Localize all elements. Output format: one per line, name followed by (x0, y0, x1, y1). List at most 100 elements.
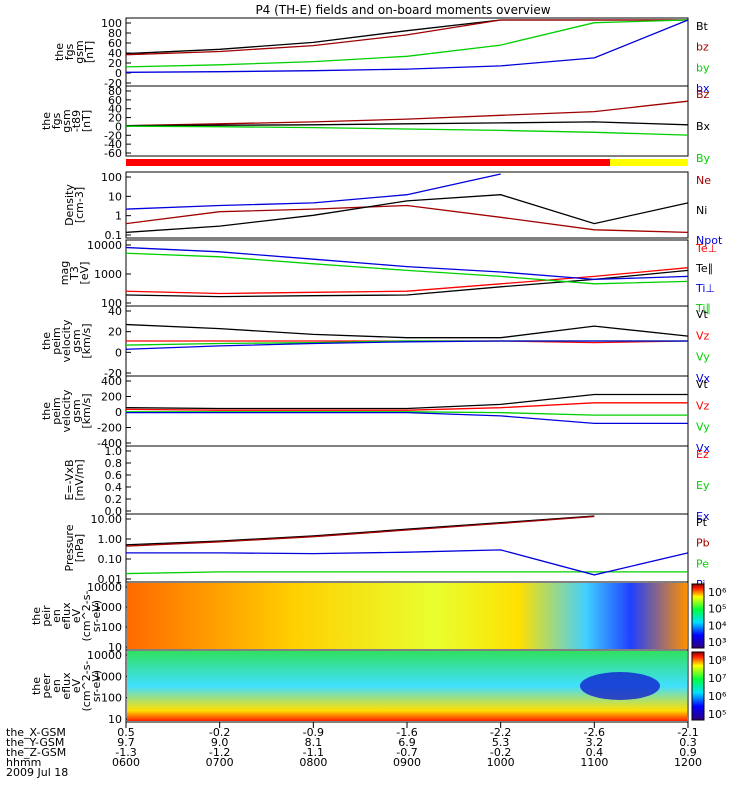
legend-entry: Pe (696, 557, 709, 570)
legend-entry: Bx (696, 120, 711, 133)
colorbar-label: 10⁴ (708, 619, 727, 632)
y-tick-label: 0.0 (105, 505, 123, 518)
y-axis-label: [mV/m] (73, 459, 86, 500)
y-tick-label: 1000 (94, 601, 122, 614)
y-axis-label: the (40, 332, 53, 350)
legend-entry: Ex (696, 510, 710, 523)
y-axis-label: Pressure (63, 524, 76, 571)
y-tick-label: 40 (108, 103, 122, 116)
series-line-Ni (125, 194, 689, 234)
series-line-Pe (125, 571, 688, 575)
series-line-By (125, 125, 689, 136)
bottom-row-label: the_Z-GSM (6, 746, 66, 759)
y-tick-label: 0.6 (105, 469, 123, 482)
y-axis-label: eV (70, 678, 83, 693)
y-tick-label: 100 (101, 17, 122, 30)
bottom-row-label: hhmm (6, 756, 41, 769)
series-line-Te⊥ (125, 267, 689, 295)
bottom-tick-value: -2.6 (584, 726, 605, 739)
y-axis-label: T3 (68, 266, 81, 281)
y-tick-label: 0.1 (105, 229, 123, 242)
panel-spec_i: 10000 1000 100 10 thepeirenefluxeV(cm^2-s-sr… (30, 581, 727, 654)
series-line-Vt (125, 323, 689, 339)
colorbar-label: 10⁸ (708, 654, 727, 667)
bottom-tick-value: 0800 (299, 756, 327, 769)
y-tick-label: 20 (108, 57, 122, 70)
y-axis-label: the (30, 677, 43, 695)
y-axis-label: gsm (70, 399, 83, 422)
panel-frame (125, 85, 689, 157)
figure-title: P4 (TH-E) fields and on-board moments ov… (255, 3, 550, 17)
series-line-Vx (125, 340, 688, 350)
y-tick-label: 0 (115, 406, 122, 419)
panel-frame (125, 375, 689, 447)
colorbar (691, 651, 705, 721)
bottom-tick-value: -0.7 (396, 746, 417, 759)
colorbar-label: 10⁶ (708, 586, 727, 599)
bottom-tick-value: 1200 (674, 756, 702, 769)
series-line-Vx (126, 411, 688, 425)
legend-entry: Vt (696, 308, 709, 321)
colorbar (691, 583, 705, 649)
series-line-bx (125, 19, 689, 73)
y-tick-label: 60 (108, 94, 122, 107)
y-axis-label: peim (50, 327, 63, 355)
series-line-Pt (125, 515, 595, 546)
y-tick-label: 80 (108, 85, 122, 98)
y-axis-label: peim (50, 397, 63, 425)
spectrogram-feature (580, 672, 660, 700)
legend-entry: Vz (696, 329, 710, 342)
y-tick-label: 100 (101, 621, 122, 634)
legend-entry: Vy (696, 351, 710, 364)
panel-spec_e: 10000 1000 100 10 thepeerenefluxeV(cm^2-s-sr… (30, 649, 727, 726)
bottom-tick-value: -2.2 (490, 726, 511, 739)
y-tick-label: 0.8 (105, 457, 123, 470)
y-tick-label: 0 (115, 67, 122, 80)
bottom-tick-value: -1.6 (396, 726, 417, 739)
y-axis-label: sr-eV) (90, 600, 103, 632)
series-line-Bz (125, 100, 689, 127)
y-tick-label: 10000 (87, 239, 122, 252)
y-tick-label: 20 (108, 326, 122, 339)
bottom-tick-value: -1.1 (303, 746, 324, 759)
bottom-tick-value: 0900 (393, 756, 421, 769)
series-line-Pi (126, 549, 689, 576)
series-line-Npot (125, 173, 501, 210)
y-tick-label: 10000 (87, 649, 122, 662)
bottom-tick-value: 5.3 (492, 736, 510, 749)
y-axis-label: the (40, 402, 53, 420)
legend-entry: Te⊥ (695, 242, 717, 255)
legend-entry: Ni (696, 204, 707, 217)
bottom-tick-value: 0.9 (679, 746, 697, 759)
y-axis-label: peer (40, 673, 53, 699)
legend-entry: Ey (696, 479, 710, 492)
y-axis-label: eflux (60, 672, 73, 700)
y-tick-label: 1000 (94, 670, 122, 683)
y-tick-label: 0.10 (98, 553, 123, 566)
y-axis-label: [eV] (78, 262, 91, 285)
y-tick-label: -200 (97, 422, 122, 435)
y-tick-label: -20 (104, 367, 122, 380)
spectrogram (127, 583, 687, 649)
y-axis-label: gsm (60, 109, 73, 132)
y-tick-label: 10.00 (91, 513, 123, 526)
series-line-Vt (125, 393, 688, 410)
series-line-Pb (125, 515, 595, 547)
bottom-tick-value: 1100 (580, 756, 608, 769)
y-axis-label: en (50, 679, 63, 693)
legend-entry: bz (696, 41, 709, 54)
legend-entry: bx (696, 82, 710, 95)
bottom-tick-value: -0.2 (209, 726, 230, 739)
bottom-tick-value: 0700 (206, 756, 234, 769)
y-axis-label: (cm^2-s- (80, 591, 93, 642)
bottom-tick-value: 0600 (112, 756, 140, 769)
y-tick-label: 60 (108, 37, 122, 50)
y-tick-label: 200 (101, 391, 122, 404)
bottom-tick-value: 8.1 (305, 736, 323, 749)
legend-entry: Ez (696, 448, 709, 461)
